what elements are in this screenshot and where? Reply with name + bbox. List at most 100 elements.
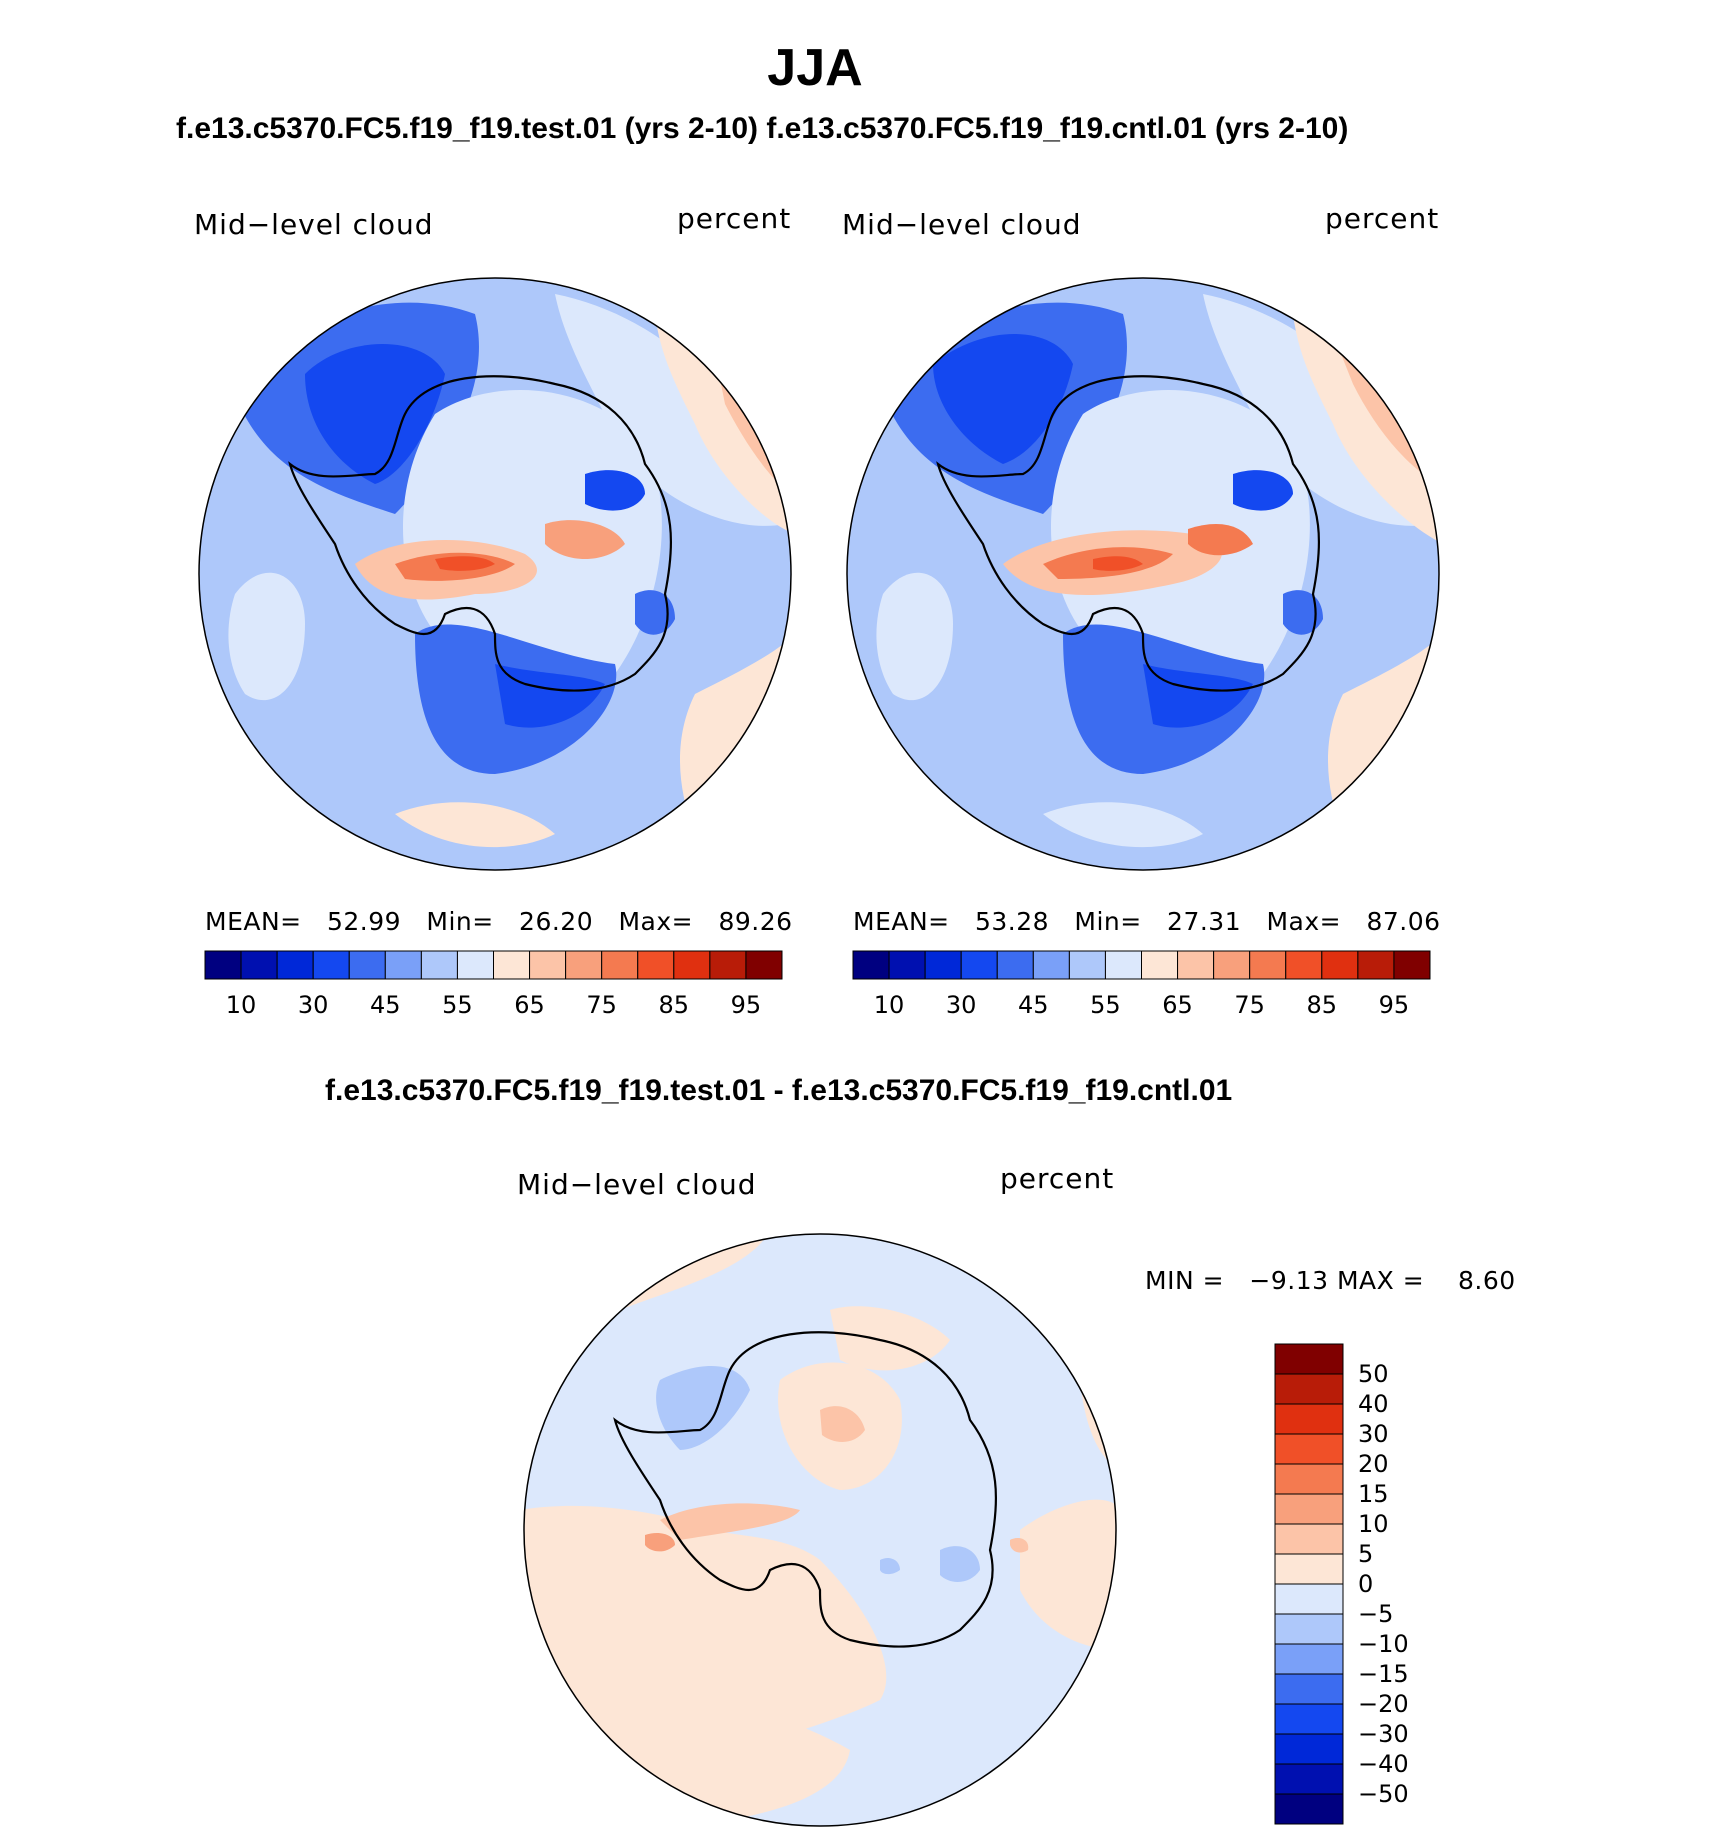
diff-colorbar-tick-label: 0 <box>1358 1570 1374 1598</box>
panel2-mean-label: MEAN= <box>853 907 950 936</box>
panel2-colorbar-swatch <box>1177 950 1215 980</box>
panel1-max-value: 89.26 <box>718 907 793 936</box>
panel1-colorbar-tick-label: 95 <box>730 991 762 1019</box>
diff-minmax: MIN = −9.13 MAX = 8.60 <box>1145 1266 1516 1295</box>
panel1-colorbar-swatch <box>601 950 639 980</box>
panel2-min-value: 27.31 <box>1167 907 1242 936</box>
diff-colorbar-tick-label: 40 <box>1358 1390 1389 1418</box>
panel1-variable-label: Mid−level cloud <box>194 208 434 241</box>
panel2-colorbar-swatch <box>1285 950 1323 980</box>
diff-colorbar-swatch <box>1274 1763 1344 1795</box>
panel2-colorbar-tick-label: 55 <box>1090 991 1121 1019</box>
panel2-colorbar-swatch <box>1068 950 1106 980</box>
diff-units-label: percent <box>1000 1162 1115 1195</box>
panel1-field-blue-nw-inner <box>305 344 445 484</box>
panel2-field-light-bottom <box>1043 802 1203 848</box>
panel1-units-label: percent <box>677 202 792 235</box>
diff-colorbar-swatch <box>1274 1613 1344 1645</box>
panel1-colorbar-swatch <box>312 950 350 980</box>
diff-field-blue-nw <box>656 1366 750 1450</box>
panel1-colorbar-swatch <box>276 950 314 980</box>
panel2-stats: MEAN= 53.28 Min= 27.31 Max= 87.06 <box>853 907 1441 936</box>
diff-coastline <box>613 1331 998 1648</box>
panel2-colorbar-swatch <box>888 950 926 980</box>
diff-colorbar-swatch <box>1274 1553 1344 1585</box>
diff-field-warm-peninsula <box>645 1533 675 1552</box>
panel1-colorbar-tick-label: 65 <box>514 991 545 1019</box>
panel1-colorbar-swatch <box>637 950 675 980</box>
panel2-field-warm-ne <box>1293 314 1439 544</box>
panel2-colorbar-swatch <box>1032 950 1070 980</box>
panel2-colorbar <box>852 950 1431 980</box>
panel1-field-warm-center-core <box>435 556 495 571</box>
top-subtitle: f.e13.c5370.FC5.f19_f19.test.01 (yrs 2-1… <box>176 112 1349 145</box>
panel1-field-blue-se <box>635 590 675 635</box>
diff-colorbar <box>1274 1343 1344 1825</box>
panel2-variable-label: Mid−level cloud <box>842 208 1082 241</box>
diff-colorbar-swatch <box>1274 1703 1344 1735</box>
panel1-coastline <box>288 375 673 692</box>
panel2-map-outline <box>846 277 1440 871</box>
panel1-colorbar-tick-label: 75 <box>586 991 617 1019</box>
panel1-colorbar-swatch <box>420 950 458 980</box>
diff-colorbar-swatch <box>1274 1733 1344 1765</box>
panel2-colorbar-tick-label: 85 <box>1306 991 1338 1019</box>
panel1-colorbar-swatch <box>529 950 567 980</box>
panel2-field-warm-center-core <box>1093 556 1143 571</box>
diff-field-warm-e-spot <box>1010 1538 1029 1553</box>
panel1-colorbar <box>204 950 783 980</box>
panel1-colorbar-swatch <box>673 950 711 980</box>
diff-polar-map <box>523 1233 1117 1827</box>
diff-colorbar-swatch <box>1274 1673 1344 1705</box>
diff-colorbar-tick-label: −30 <box>1358 1720 1409 1748</box>
diff-min-label: MIN = <box>1145 1266 1225 1295</box>
panel2-colorbar-swatch <box>852 950 890 980</box>
diff-variable-label: Mid−level cloud <box>517 1168 757 1201</box>
diff-colorbar-tick-label: 50 <box>1358 1360 1389 1388</box>
panel2-colorbar-swatch <box>1357 950 1395 980</box>
panel2-max-label: Max= <box>1266 907 1342 936</box>
diff-field-blue-e <box>940 1546 980 1582</box>
panel2-colorbar-swatch <box>996 950 1034 980</box>
panel1-mean-label: MEAN= <box>205 907 302 936</box>
panel2-colorbar-swatch <box>1321 950 1359 980</box>
panel1-field-warm-ne <box>655 314 791 534</box>
panel1-min-value: 26.20 <box>519 907 594 936</box>
panel2-colorbar-tick-label: 45 <box>1018 991 1049 1019</box>
panel1-field-blue-s-inner <box>495 664 605 728</box>
panel1-colorbar-swatch <box>240 950 278 980</box>
diff-colorbar-swatch <box>1274 1343 1344 1375</box>
diff-map-outline <box>523 1233 1117 1827</box>
panel1-field-light-bottom <box>395 802 555 848</box>
panel2-colorbar-ticks: 10 30 45 55 65 75 85 95 <box>853 991 1430 1021</box>
diff-colorbar-tick-label: −15 <box>1358 1660 1409 1688</box>
panel2-colorbar-tick-label: 65 <box>1162 991 1193 1019</box>
panel1-colorbar-tick-label: 45 <box>370 991 401 1019</box>
panel2-min-label: Min= <box>1074 907 1142 936</box>
diff-colorbar-swatch <box>1274 1523 1344 1555</box>
panel2-colorbar-tick-label: 10 <box>873 991 905 1019</box>
panel2-max-value: 87.06 <box>1366 907 1441 936</box>
figure-title: JJA <box>767 39 863 97</box>
panel1-colorbar-tick-label: 10 <box>225 991 257 1019</box>
panel2-mean-value: 53.28 <box>974 907 1050 936</box>
panel1-colorbar-swatch <box>565 950 603 980</box>
diff-field-blue-center <box>880 1558 900 1575</box>
diff-max-value: 8.60 <box>1457 1266 1516 1295</box>
diff-colorbar-swatch <box>1274 1493 1344 1525</box>
diff-colorbar-swatch <box>1274 1793 1344 1825</box>
diff-colorbar-swatch <box>1274 1643 1344 1675</box>
panel1-min-label: Min= <box>426 907 494 936</box>
diff-colorbar-tick-label: −10 <box>1358 1630 1409 1658</box>
diff-colorbar-swatch <box>1274 1433 1344 1465</box>
panel1-colorbar-swatch <box>384 950 422 980</box>
diff-colorbar-tick-label: 10 <box>1358 1510 1389 1538</box>
panel1-colorbar-tick-label: 55 <box>442 991 473 1019</box>
panel2-colorbar-tick-label: 30 <box>945 991 977 1019</box>
panel2-colorbar-swatch <box>1393 950 1431 980</box>
diff-max-label: MAX = <box>1336 1266 1425 1295</box>
panel2-field-blue-nw-inner <box>933 334 1073 464</box>
panel1-field-light-w <box>228 572 305 701</box>
panel2-colorbar-swatch <box>1249 950 1287 980</box>
panel2-field-light-w <box>876 572 953 701</box>
